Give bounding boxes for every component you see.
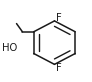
Text: HO: HO	[2, 43, 17, 53]
Text: F: F	[56, 13, 61, 23]
Text: F: F	[56, 63, 61, 73]
